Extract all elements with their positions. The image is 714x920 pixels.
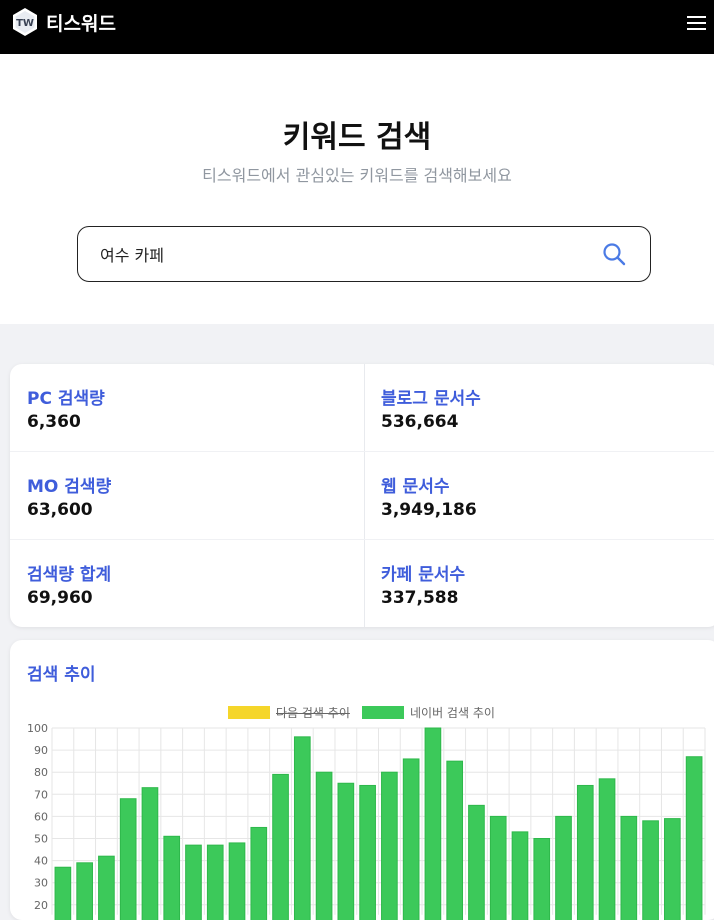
naver-trend-bar[interactable] <box>338 783 354 920</box>
trend-bar-chart: 100 90 80 70 60 50 40 30 20 <box>10 640 714 920</box>
naver-trend-bar[interactable] <box>686 757 702 920</box>
y-tick-label: 50 <box>34 833 48 846</box>
search-icon[interactable] <box>602 242 626 266</box>
stat-label: 검색량 합계 <box>27 560 111 585</box>
naver-trend-bar[interactable] <box>599 779 615 920</box>
naver-trend-bar[interactable] <box>534 839 550 920</box>
naver-trend-bar[interactable] <box>403 759 419 920</box>
naver-trend-bar[interactable] <box>251 827 267 920</box>
y-tick-label: 90 <box>34 744 48 757</box>
naver-trend-bar[interactable] <box>164 836 180 920</box>
naver-trend-bar[interactable] <box>360 785 376 920</box>
keyword-stats-card: PC 검색량 6,360 MO 검색량 63,600 검색량 합계 69,960… <box>10 364 714 627</box>
page-subtitle: 티스워드에서 관심있는 키워드를 검색해보세요 <box>0 162 714 186</box>
search-hero: 키워드 검색 티스워드에서 관심있는 키워드를 검색해보세요 <box>0 54 714 324</box>
stat-label: MO 검색량 <box>27 472 111 497</box>
stat-value: 337,588 <box>381 588 458 608</box>
naver-trend-bar[interactable] <box>447 761 463 920</box>
stat-value: 3,949,186 <box>381 500 477 520</box>
naver-trend-bar[interactable] <box>316 772 332 920</box>
naver-trend-bar[interactable] <box>425 728 441 920</box>
naver-trend-bar[interactable] <box>120 799 136 920</box>
naver-trend-bar[interactable] <box>577 785 593 920</box>
logo-letters: TW <box>16 18 34 29</box>
logo-mark-icon: TW <box>10 7 40 37</box>
stat-total-volume: 검색량 합계 69,960 <box>10 540 364 628</box>
naver-trend-bar[interactable] <box>99 856 115 920</box>
naver-trend-bar[interactable] <box>186 845 202 920</box>
stat-value: 63,600 <box>27 500 93 520</box>
y-tick-label: 30 <box>34 877 48 890</box>
naver-trend-bar[interactable] <box>77 863 93 920</box>
stat-value: 69,960 <box>27 588 93 608</box>
naver-trend-bar[interactable] <box>643 821 659 920</box>
hamburger-menu-icon[interactable] <box>687 13 706 31</box>
naver-trend-bar[interactable] <box>490 816 506 920</box>
y-tick-label: 100 <box>27 722 48 735</box>
stat-web-docs: 웹 문서수 3,949,186 <box>364 452 714 540</box>
stat-label: PC 검색량 <box>27 384 105 409</box>
page-title: 키워드 검색 <box>0 112 714 156</box>
naver-trend-bar[interactable] <box>294 737 310 920</box>
stat-pc-volume: PC 검색량 6,360 <box>10 364 364 452</box>
y-tick-label: 40 <box>34 855 48 868</box>
stat-label: 블로그 문서수 <box>381 384 481 409</box>
y-tick-label: 20 <box>34 899 48 912</box>
stat-cafe-docs: 카페 문서수 337,588 <box>364 540 714 628</box>
search-input[interactable] <box>100 241 570 267</box>
y-tick-label: 80 <box>34 766 48 779</box>
naver-trend-bar[interactable] <box>382 772 398 920</box>
stat-label: 카페 문서수 <box>381 560 465 585</box>
naver-trend-bar[interactable] <box>207 845 223 920</box>
naver-trend-bar[interactable] <box>229 843 245 920</box>
stat-label: 웹 문서수 <box>381 472 449 497</box>
y-tick-label: 70 <box>34 788 48 801</box>
stat-blog-docs: 블로그 문서수 536,664 <box>364 364 714 452</box>
brand-name: 티스워드 <box>46 9 116 36</box>
stat-value: 536,664 <box>381 412 458 432</box>
top-nav-bar: TW 티스워드 <box>0 0 714 54</box>
brand-logo[interactable]: TW 티스워드 <box>10 7 116 37</box>
naver-trend-bar[interactable] <box>621 816 637 920</box>
naver-trend-bar[interactable] <box>55 867 71 920</box>
naver-trend-bar[interactable] <box>273 774 289 920</box>
naver-trend-bar[interactable] <box>512 832 528 920</box>
search-box[interactable] <box>77 226 651 282</box>
stat-value: 6,360 <box>27 412 81 432</box>
naver-trend-bar[interactable] <box>142 788 158 920</box>
naver-trend-bar[interactable] <box>469 805 485 920</box>
stat-mo-volume: MO 검색량 63,600 <box>10 452 364 540</box>
y-tick-label: 60 <box>34 810 48 823</box>
naver-trend-bar[interactable] <box>556 816 572 920</box>
